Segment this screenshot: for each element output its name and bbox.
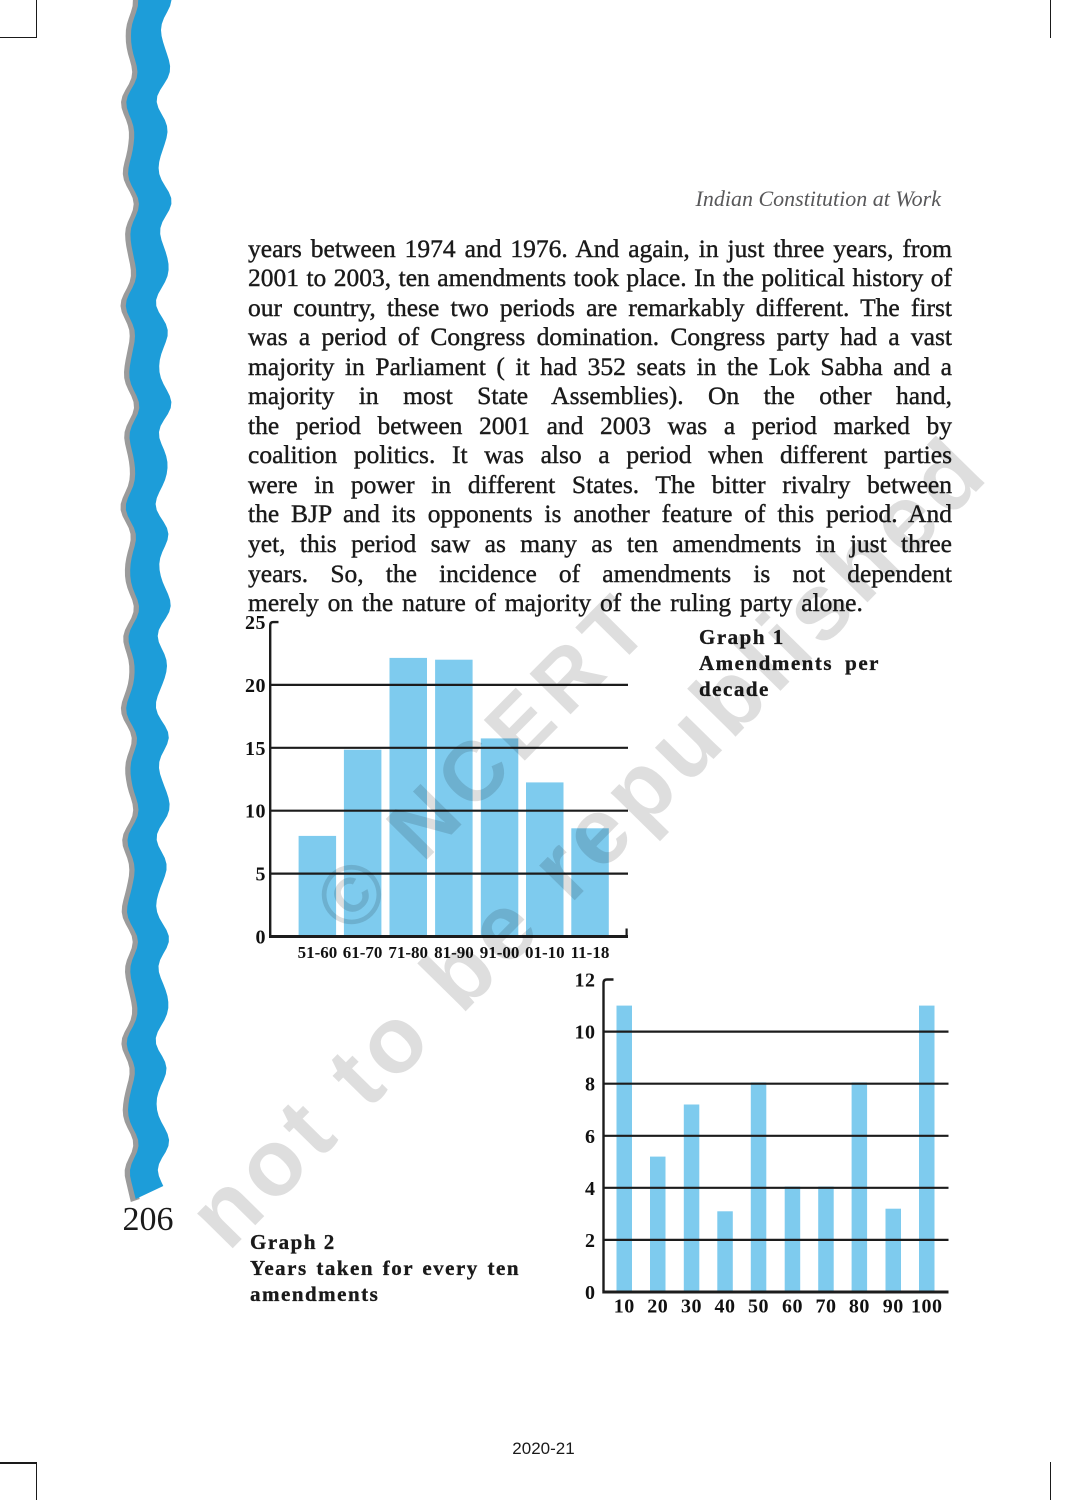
- svg-text:60: 60: [782, 1296, 803, 1318]
- svg-text:8: 8: [585, 1074, 596, 1096]
- svg-text:81-90: 81-90: [434, 943, 474, 962]
- svg-text:2: 2: [585, 1230, 596, 1252]
- svg-text:51-60: 51-60: [298, 943, 338, 962]
- svg-text:20: 20: [647, 1296, 668, 1318]
- svg-text:4: 4: [585, 1178, 596, 1200]
- svg-text:50: 50: [748, 1296, 769, 1318]
- svg-text:15: 15: [245, 738, 266, 760]
- svg-text:12: 12: [575, 970, 596, 992]
- svg-text:11-18: 11-18: [571, 943, 610, 962]
- svg-text:25: 25: [245, 612, 266, 634]
- svg-text:01-10: 01-10: [525, 943, 565, 962]
- svg-text:91-00: 91-00: [480, 943, 520, 962]
- svg-text:30: 30: [681, 1296, 702, 1318]
- svg-text:71-80: 71-80: [388, 943, 428, 962]
- svg-text:61-70: 61-70: [343, 943, 383, 962]
- svg-text:10: 10: [614, 1296, 635, 1318]
- svg-text:80: 80: [849, 1296, 870, 1318]
- svg-text:0: 0: [256, 927, 267, 949]
- svg-text:90: 90: [883, 1296, 904, 1318]
- svg-text:100: 100: [911, 1296, 943, 1318]
- svg-text:5: 5: [256, 864, 267, 886]
- svg-text:20: 20: [245, 675, 266, 697]
- svg-text:40: 40: [715, 1296, 736, 1318]
- svg-text:6: 6: [585, 1126, 596, 1148]
- svg-text:70: 70: [816, 1296, 837, 1318]
- svg-text:0: 0: [585, 1282, 596, 1304]
- svg-text:10: 10: [245, 801, 266, 823]
- svg-text:10: 10: [575, 1022, 596, 1044]
